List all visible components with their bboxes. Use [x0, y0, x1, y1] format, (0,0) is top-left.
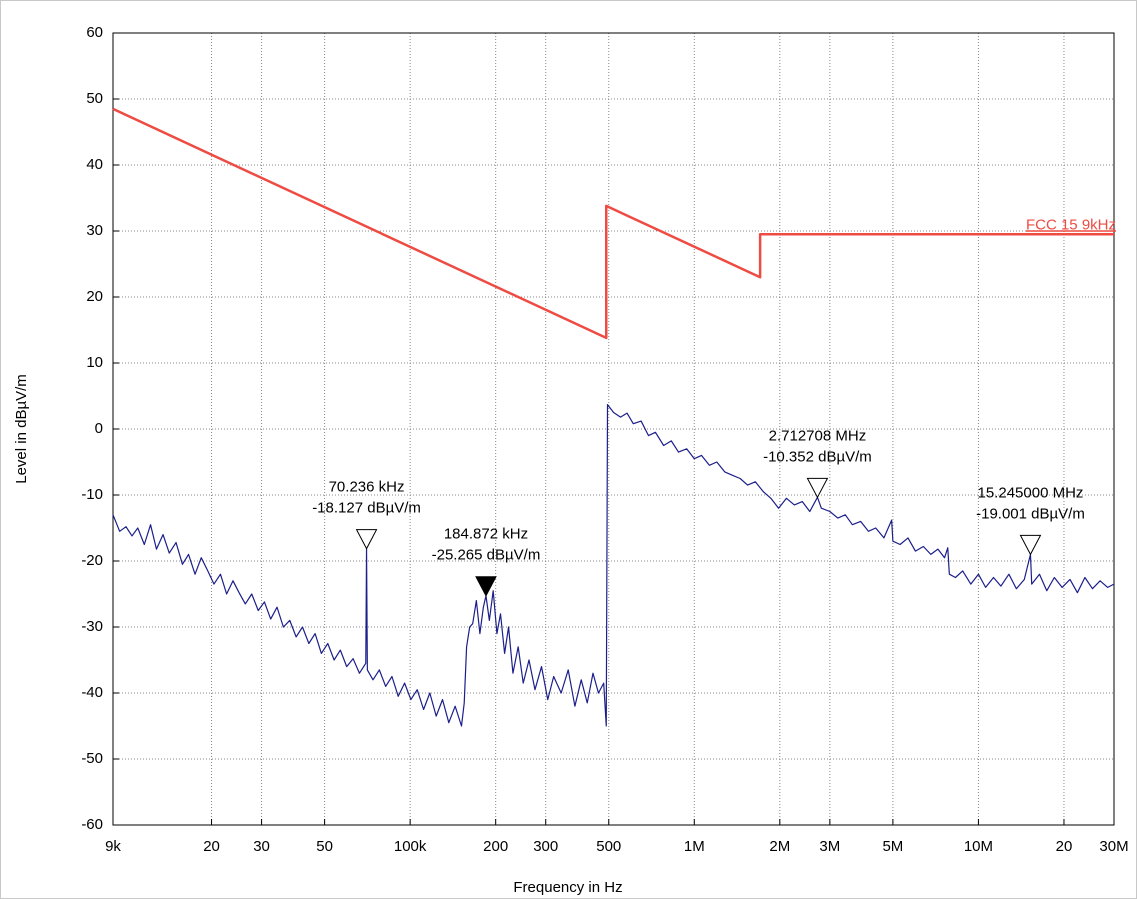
x-tick-label: 200 [483, 838, 508, 855]
marker-freq-label: 15.245000 MHz [978, 484, 1084, 501]
marker [806, 477, 829, 499]
x-tick-label: 100k [394, 838, 427, 855]
y-tick-label: 10 [86, 354, 103, 371]
x-tick-label: 30M [1099, 838, 1128, 855]
y-tick-label: 50 [86, 90, 103, 107]
marker-level-label: -18.127 dBµV/m [312, 500, 421, 517]
x-tick-label: 9k [105, 838, 121, 855]
x-tick-label: 30 [253, 838, 270, 855]
marker-freq-label: 70.236 kHz [329, 479, 405, 496]
series-line [112, 107, 1114, 340]
marker-level-label: -10.352 dBµV/m [763, 448, 872, 465]
series-label: FCC 15 9kHz [1026, 216, 1116, 233]
y-tick-label: -40 [81, 684, 103, 701]
marker-freq-label: 2.712708 MHz [769, 427, 867, 444]
y-tick-label: 20 [86, 288, 103, 305]
x-tick-label: 300 [533, 838, 558, 855]
x-tick-label: 50 [316, 838, 333, 855]
y-tick-label: 60 [86, 24, 103, 41]
y-axis-label: Level in dBµV/m [13, 374, 30, 484]
series-line [112, 403, 1115, 727]
y-tick-label: -50 [81, 750, 103, 767]
y-tick-label: -30 [81, 618, 103, 635]
y-tick-label: -10 [81, 486, 103, 503]
x-tick-label: 5M [882, 838, 903, 855]
x-tick-label: 500 [596, 838, 621, 855]
x-tick-label: 1M [684, 838, 705, 855]
y-tick-label: -20 [81, 552, 103, 569]
x-tick-label: 3M [819, 838, 840, 855]
marker [475, 576, 497, 597]
marker-freq-label: 184.872 kHz [444, 526, 528, 543]
marker-level-label: -19.001 dBµV/m [976, 505, 1085, 522]
x-tick-label: 2M [769, 838, 790, 855]
marker [1019, 534, 1042, 556]
y-tick-label: 30 [86, 222, 103, 239]
plot-frame [112, 32, 1115, 826]
x-tick-label: 10M [964, 838, 993, 855]
x-tick-label: 20 [203, 838, 220, 855]
x-axis-label: Frequency in Hz [513, 879, 622, 896]
marker-level-label: -25.265 dBµV/m [432, 547, 541, 564]
x-tick-label: 20 [1056, 838, 1073, 855]
y-tick-label: 40 [86, 156, 103, 173]
marker [355, 529, 378, 550]
y-tick-label: 0 [95, 420, 103, 437]
y-tick-label: -60 [81, 816, 103, 833]
